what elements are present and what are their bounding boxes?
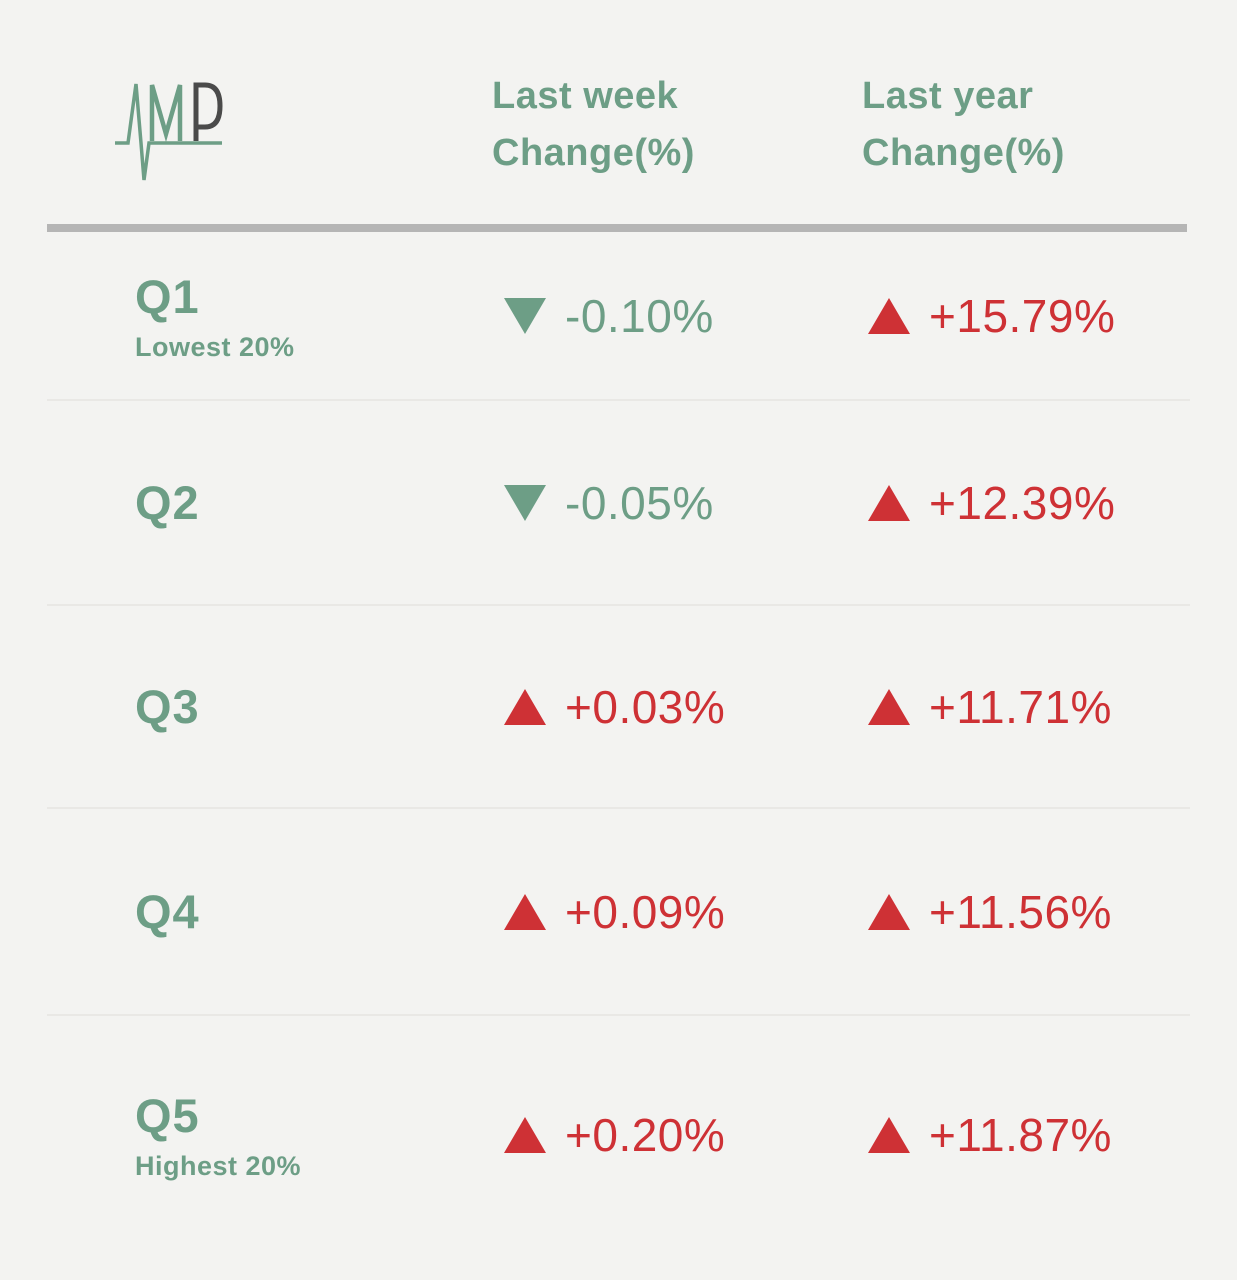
year-change-cell: +11.71% (862, 680, 1190, 734)
pulse-mp-logo-icon (115, 82, 223, 181)
quintile-cell: Q1 Lowest 20% (47, 269, 492, 363)
week-change-value: +0.09% (565, 885, 726, 938)
trend-triangle-icon (868, 297, 910, 334)
week-change-cell: -0.10% (492, 289, 862, 343)
table-header: Last week Change(%) Last year Change(%) (47, 0, 1190, 224)
quintile-sublabel: Highest 20% (135, 1151, 302, 1181)
week-change-value: +0.20% (565, 1109, 726, 1161)
week-change-cell: -0.05% (492, 476, 862, 530)
week-change-value: +0.03% (565, 680, 726, 733)
table-row-q5: Q5 Highest 20% +0.20% +11.87% (47, 1014, 1190, 1254)
quintile-cell: Q3 (47, 679, 492, 734)
trend-triangle-icon (868, 484, 910, 521)
table-row-q1: Q1 Lowest 20% -0.10% +15.79% (47, 232, 1190, 399)
column-header-last-week-line2: Change(%) (492, 132, 695, 174)
quintile-label: Q3 (135, 680, 200, 733)
table-row-q4: Q4 +0.09% +11.56% (47, 807, 1190, 1014)
year-change-cell: +11.56% (862, 885, 1190, 939)
trend-triangle-icon (868, 688, 910, 725)
quintile-label: Q2 (135, 476, 200, 529)
quintile-label: Q1 (135, 269, 200, 323)
quintile-cell: Q4 (47, 884, 492, 939)
year-change-value: +12.39% (929, 476, 1116, 529)
week-change-value: -0.05% (565, 476, 714, 529)
quintile-cell: Q2 (47, 475, 492, 530)
trend-triangle-icon (504, 893, 546, 930)
week-change-cell: +0.20% (492, 1108, 862, 1162)
trend-triangle-icon (504, 1117, 546, 1153)
trend-triangle-icon (868, 893, 910, 930)
quintile-cell: Q5 Highest 20% (47, 1088, 492, 1182)
table-row-q2: Q2 -0.05% +12.39% (47, 399, 1190, 604)
logo (47, 68, 492, 193)
year-change-value: +15.79% (929, 289, 1116, 342)
trend-triangle-icon (504, 484, 546, 521)
quintile-label: Q4 (135, 885, 200, 938)
trend-triangle-icon (868, 1117, 910, 1153)
table-row-q3: Q3 +0.03% +11.71% (47, 604, 1190, 807)
year-change-value: +11.56% (929, 885, 1112, 938)
header-divider (47, 224, 1187, 232)
column-header-last-week: Last week Change(%) (492, 68, 862, 182)
year-change-cell: +12.39% (862, 476, 1190, 530)
column-header-last-year-line1: Last year (862, 75, 1034, 117)
quintile-label: Q5 (135, 1089, 200, 1142)
year-change-value: +11.71% (929, 680, 1112, 733)
week-change-cell: +0.03% (492, 680, 862, 734)
year-change-cell: +15.79% (862, 289, 1190, 343)
year-change-value: +11.87% (929, 1109, 1112, 1161)
year-change-cell: +11.87% (862, 1108, 1190, 1162)
column-header-last-year: Last year Change(%) (862, 68, 1190, 182)
week-change-value: -0.10% (565, 289, 714, 342)
week-change-cell: +0.09% (492, 885, 862, 939)
column-header-last-year-line2: Change(%) (862, 132, 1065, 174)
column-header-last-week-line1: Last week (492, 75, 679, 117)
trend-triangle-icon (504, 688, 546, 725)
trend-triangle-icon (504, 297, 546, 334)
quintile-sublabel: Lowest 20% (135, 331, 295, 362)
